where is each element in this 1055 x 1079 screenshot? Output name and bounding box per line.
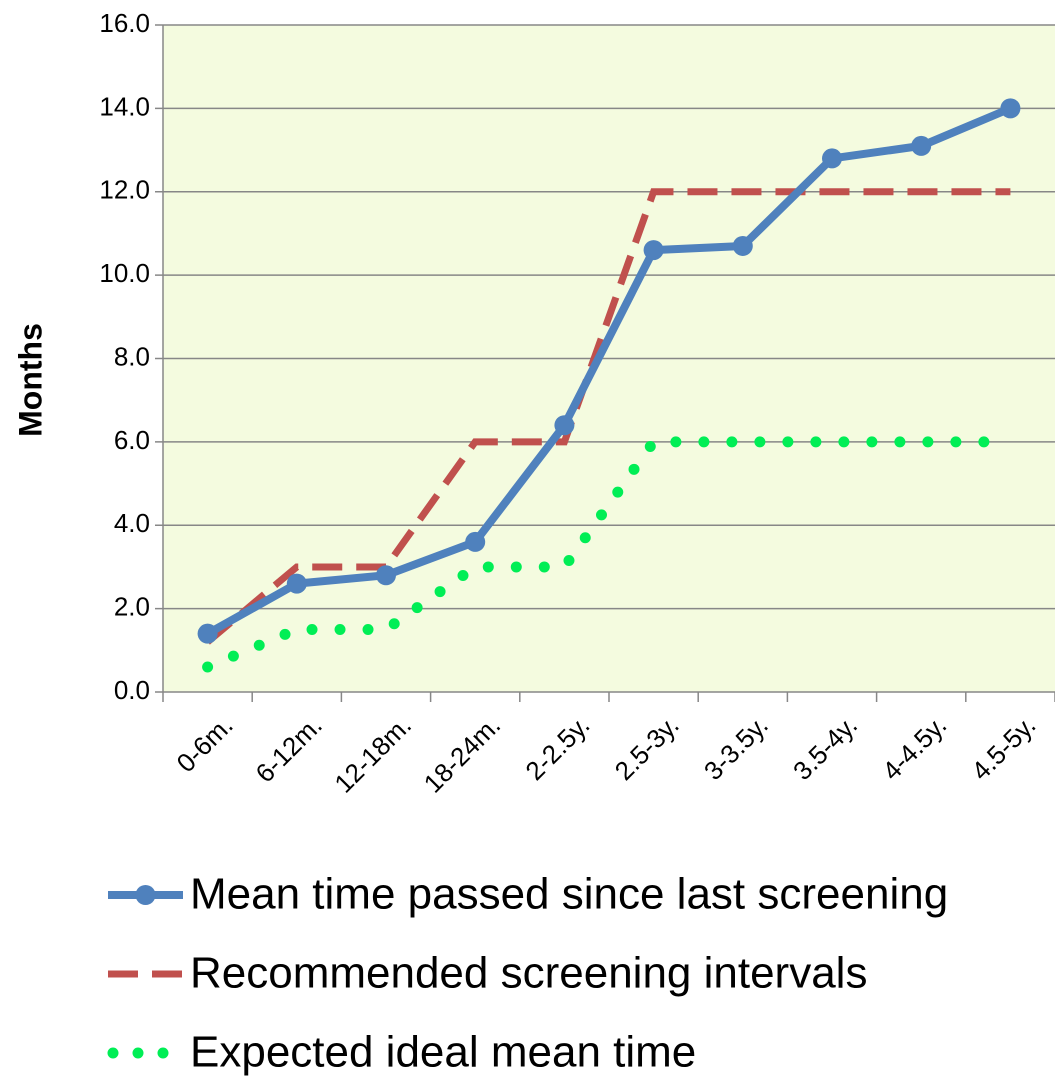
legend-marker [135, 885, 156, 905]
x-tick-label: 18-24m. [418, 710, 507, 799]
data-point [732, 235, 753, 256]
data-point [197, 623, 218, 644]
legend-label: Recommended screening intervals [190, 949, 867, 998]
data-point [554, 415, 575, 436]
y-tick-label: 6.0 [114, 425, 150, 455]
x-tick-label: 6-12m. [249, 710, 327, 788]
data-point [822, 148, 842, 169]
x-tick-label: 3.5-4y. [787, 710, 863, 786]
data-point [286, 573, 307, 594]
data-point [643, 240, 664, 261]
y-tick-label: 2.0 [114, 592, 150, 622]
x-tick-label: 12-18m. [328, 710, 417, 799]
x-tick-label: 3-3.5y. [698, 710, 774, 786]
legend-label: Mean time passed since last screening [190, 870, 948, 919]
data-point [1000, 98, 1021, 119]
data-point [911, 135, 932, 156]
y-tick-label: 4.0 [114, 508, 150, 538]
series-line [205, 188, 1011, 645]
data-point [465, 531, 486, 552]
y-tick-label: 0.0 [114, 675, 150, 705]
x-tick-label: 0-6m. [170, 710, 238, 778]
x-tick-label: 2-2.5y. [519, 710, 595, 786]
y-tick-label: 16.0 [99, 8, 150, 38]
legend-label: Expected ideal mean time [190, 1028, 696, 1077]
series-line [202, 436, 1016, 673]
y-tick-label: 8.0 [114, 341, 150, 371]
data-point [376, 565, 396, 586]
y-axis-title: Months [12, 323, 48, 437]
x-tick-label: 2.5-3y. [609, 710, 685, 786]
series-line [205, 104, 1012, 638]
x-tick-label: 4-4.5y. [876, 710, 952, 786]
y-tick-label: 12.0 [99, 175, 150, 205]
x-tick-label: 4.5-5y. [965, 710, 1041, 786]
y-tick-label: 10.0 [99, 258, 150, 288]
y-tick-label: 14.0 [99, 91, 150, 121]
